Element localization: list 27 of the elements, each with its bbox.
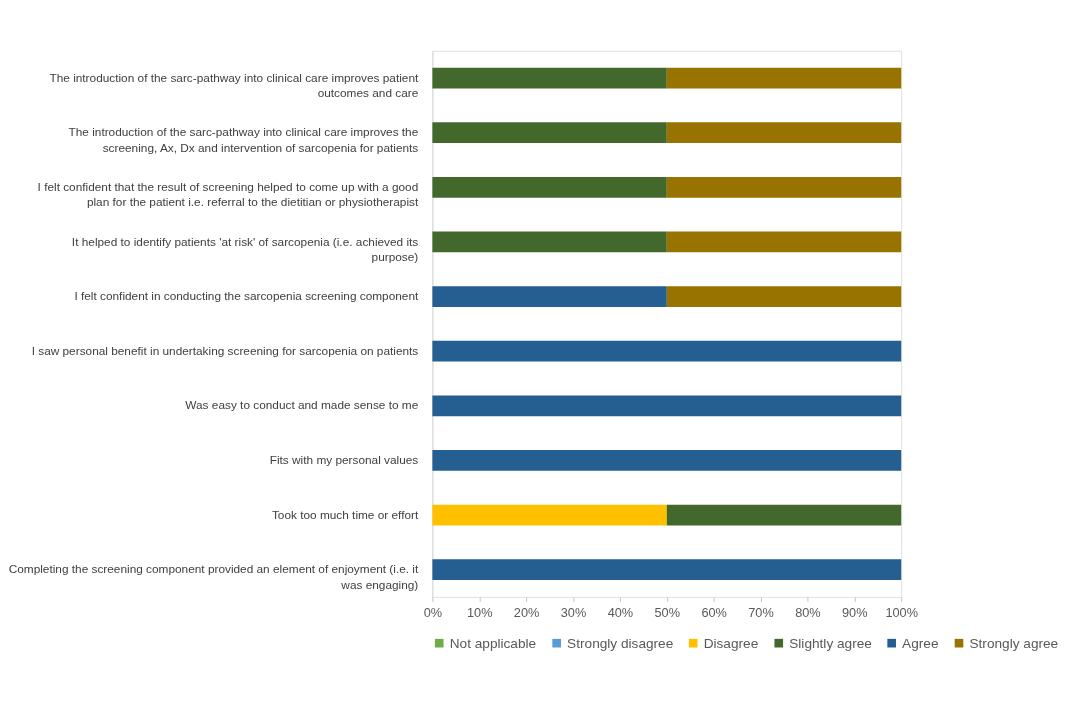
y-tick-label: I felt confident in conducting the sarcopenia screening component	[74, 289, 419, 304]
x-tick-label: 70%	[748, 605, 774, 621]
y-tick-label: The introduction of the sarc-pathway into clinical care improves patient outcomes and care	[49, 70, 419, 101]
y-tick-label: I felt confident that the result of screening helped to come up with a good plan for the patient i.e. referral to the dietitian or physiotherapist	[37, 179, 419, 210]
x-tick-label: 90%	[842, 605, 868, 621]
legend-label: Not applicable	[449, 635, 537, 651]
x-tick-label: 40%	[607, 605, 634, 621]
x-tick-label: 80%	[795, 605, 821, 621]
legend-label: Disagree	[703, 635, 759, 651]
legend-label: Strongly disagree	[567, 635, 674, 651]
y-tick-label: I saw personal benefit in undertaking screening for sarcopenia on patients	[31, 343, 419, 358]
x-tick-label: 60%	[701, 605, 727, 621]
x-tick-label: 0%	[423, 605, 443, 621]
legend-label: Strongly agree	[969, 635, 1059, 651]
x-tick-label: 100%	[885, 605, 918, 621]
x-tick-label: 20%	[513, 605, 540, 621]
y-tick-label: Took too much time or effort	[271, 507, 419, 522]
y-tick-label: It helped to identify patients 'at risk' of sarcopenia (i.e. achieved its purpose)	[71, 234, 419, 265]
x-tick-label: 50%	[654, 605, 681, 621]
y-tick-label: Completing the screening component provided an element of enjoyment (i.e. it was engaging)	[8, 562, 419, 592]
legend-label: Agree	[902, 635, 939, 651]
y-tick-label: Fits with my personal values	[269, 453, 419, 468]
x-tick-label: 10%	[466, 605, 493, 621]
y-tick-label: The introduction of the sarc-pathway into clinical care improves the screening, Ax, Dx and intervention of sarcopenia for patients	[68, 125, 419, 155]
x-tick-label: 30%	[560, 605, 587, 621]
legend-label: Slightly agree	[789, 635, 872, 651]
y-tick-label: Was easy to conduct and made sense to me	[185, 398, 419, 413]
